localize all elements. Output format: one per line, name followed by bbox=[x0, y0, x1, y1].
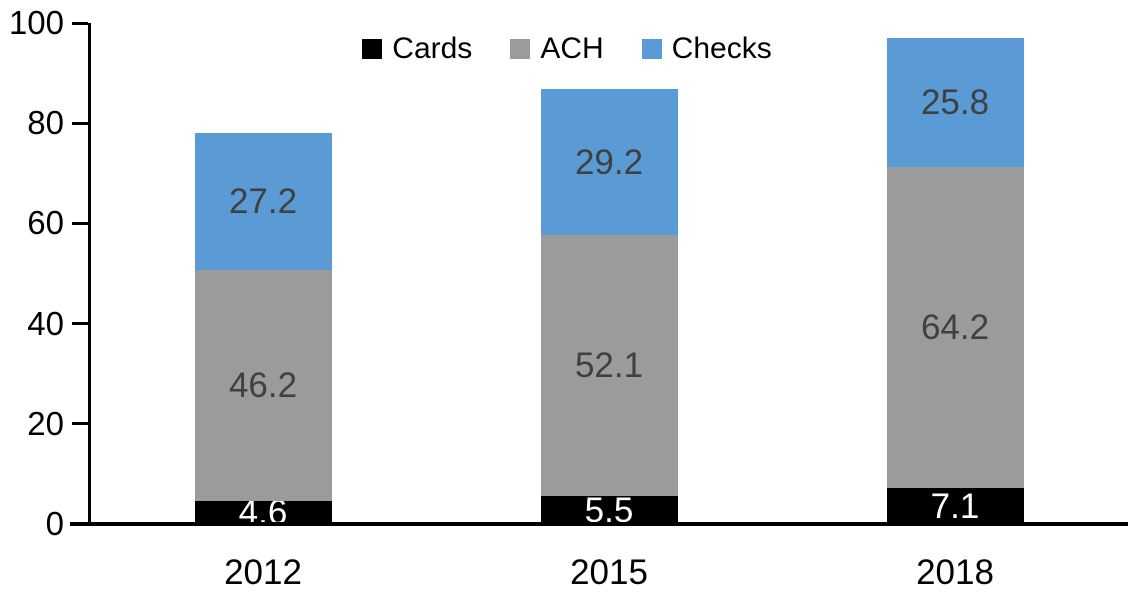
y-axis-label: 80 bbox=[27, 104, 64, 142]
bar-segment: 27.2 bbox=[194, 133, 332, 270]
x-axis-label: 2012 bbox=[224, 553, 302, 592]
legend-label: Checks bbox=[671, 32, 772, 65]
bar-segment-label: 5.5 bbox=[584, 490, 634, 530]
y-tick bbox=[72, 422, 88, 426]
bar-segment-label: 64.2 bbox=[920, 308, 990, 348]
y-tick bbox=[72, 322, 88, 326]
legend-swatch bbox=[510, 39, 531, 59]
bar-segment-label: 29.2 bbox=[574, 142, 644, 182]
y-axis-label: 0 bbox=[45, 505, 64, 542]
bar: 4.6 46.2 27.2 bbox=[194, 133, 332, 530]
y-tick bbox=[72, 221, 88, 225]
x-axis-line bbox=[70, 522, 1128, 526]
legend-item-cards: Cards bbox=[362, 32, 472, 66]
legend-item-checks: Checks bbox=[641, 32, 772, 66]
legend: Cards ACH Checks bbox=[0, 32, 1134, 66]
bar-segment: 46.2 bbox=[194, 269, 332, 501]
bar-segment-label: 46.2 bbox=[228, 365, 298, 405]
y-axis-label: 40 bbox=[27, 304, 64, 342]
x-axis-label: 2018 bbox=[916, 553, 994, 592]
x-axis-label: 2015 bbox=[570, 553, 648, 592]
bar-segment: 64.2 bbox=[886, 166, 1024, 489]
bar-segment-label: 27.2 bbox=[228, 181, 298, 221]
bar-segment: 4.6 bbox=[194, 495, 332, 530]
legend-label: ACH bbox=[540, 32, 604, 65]
bar-segment-label: 52.1 bbox=[574, 346, 644, 386]
bar-segment: 29.2 bbox=[540, 89, 678, 236]
legend-label: Cards bbox=[392, 32, 473, 65]
legend-item-ach: ACH bbox=[510, 32, 604, 66]
legend-swatch bbox=[362, 39, 383, 59]
bar-segment-label: 7.1 bbox=[930, 486, 980, 526]
plot-area: 4.6 46.2 27.2 5.5 52.1 29.2 7.1 64.2 25.8 bbox=[90, 23, 1128, 530]
y-axis-line bbox=[88, 23, 91, 526]
bar-segment: 52.1 bbox=[540, 235, 678, 497]
y-tick bbox=[72, 21, 88, 25]
bar-segment: 25.8 bbox=[886, 37, 1024, 167]
bar: 7.1 64.2 25.8 bbox=[886, 37, 1024, 526]
y-tick bbox=[72, 121, 88, 125]
bar-segment: 7.1 bbox=[886, 486, 1024, 526]
bar-segment: 5.5 bbox=[540, 493, 678, 528]
y-axis-label: 20 bbox=[27, 404, 64, 442]
legend-swatch bbox=[641, 39, 662, 59]
y-axis-label: 60 bbox=[27, 204, 64, 242]
bar-segment-label: 25.8 bbox=[920, 82, 990, 122]
y-axis-label: 100 bbox=[8, 4, 64, 41]
bar: 5.5 52.1 29.2 bbox=[540, 89, 678, 528]
